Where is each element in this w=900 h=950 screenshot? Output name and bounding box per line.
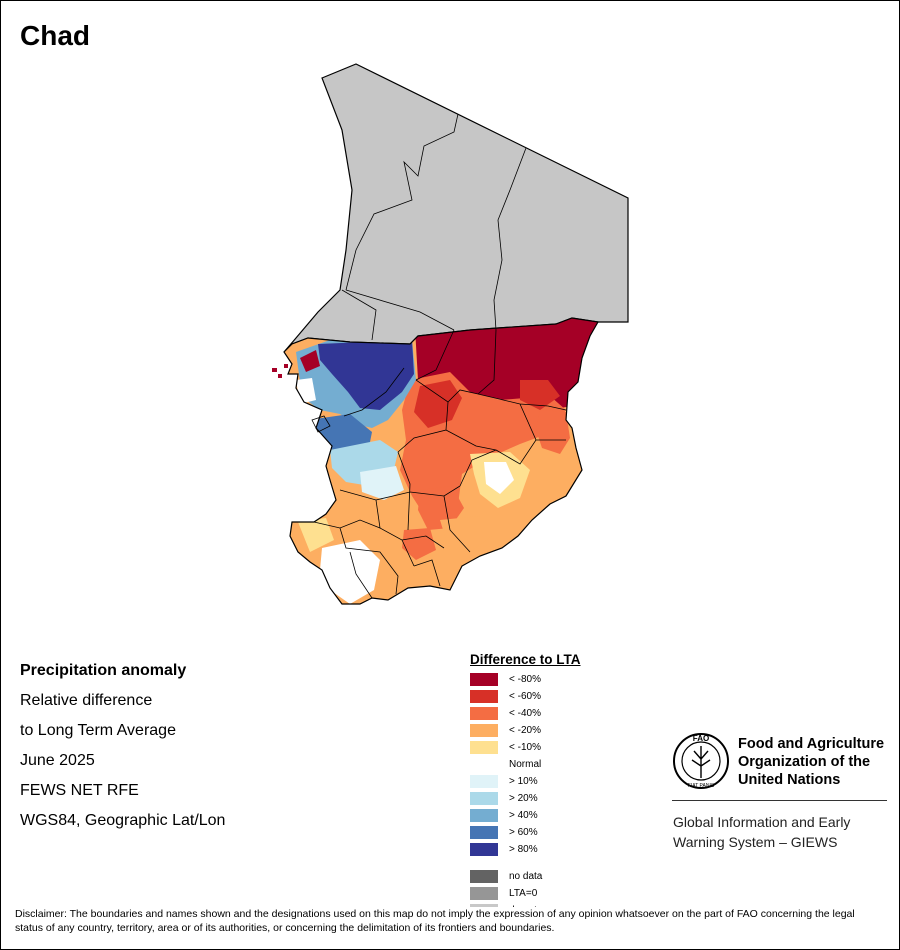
legend-item: > 80% [470, 842, 581, 859]
info-projection: WGS84, Geographic Lat/Lon [20, 812, 226, 829]
legend-label: LTA=0 [509, 888, 538, 899]
giews-line2: Warning System – GIEWS [673, 834, 838, 850]
fao-org-line1: Food and Agriculture [738, 736, 885, 752]
info-line1: Relative difference [20, 692, 153, 709]
legend-swatch [470, 792, 498, 805]
legend-item: < -10% [470, 740, 581, 757]
legend-swatch [470, 809, 498, 822]
legend-item: < -80% [470, 672, 581, 689]
legend-item: LTA=0 [470, 886, 581, 903]
lake-chad-islands [272, 364, 288, 378]
legend-label: no data [509, 871, 543, 882]
legend-label: > 80% [509, 844, 538, 855]
legend-swatch [470, 826, 498, 839]
legend-item: > 10% [470, 774, 581, 791]
legend-label: < -20% [509, 725, 541, 736]
legend-swatch [470, 887, 498, 900]
map-info-block: Precipitation anomaly Relative differenc… [20, 656, 225, 836]
legend-item: > 40% [470, 808, 581, 825]
legend-swatch [470, 741, 498, 754]
info-heading: Precipitation anomaly [20, 662, 187, 679]
map-title: Chad [20, 20, 90, 51]
legend-swatch [470, 673, 498, 686]
info-line2: to Long Term Average [20, 722, 176, 739]
legend-item: < -60% [470, 689, 581, 706]
legend-label: < -80% [509, 674, 541, 685]
legend-item: < -40% [470, 706, 581, 723]
legend-item: > 60% [470, 825, 581, 842]
fao-divider [672, 800, 887, 801]
legend-swatch [470, 870, 498, 883]
desert-region [283, 63, 629, 353]
giews-line1: Global Information and Early [673, 814, 851, 830]
anomaly-region [284, 318, 598, 604]
legend-label: > 40% [509, 810, 538, 821]
legend-item: > 20% [470, 791, 581, 808]
city-district-boundary [311, 415, 331, 433]
legend-item: < -20% [470, 723, 581, 740]
legend-swatch [470, 775, 498, 788]
legend-swatch [470, 843, 498, 856]
country-border-south [283, 317, 599, 605]
info-source: FEWS NET RFE [20, 782, 139, 799]
legend-label: > 10% [509, 776, 538, 787]
legend-label: > 60% [509, 827, 538, 838]
legend-swatch [470, 724, 498, 737]
fao-org-line2: Organization of the [738, 754, 871, 770]
admin-boundaries [313, 113, 567, 599]
legend-label: < -60% [509, 691, 541, 702]
legend-label: < -10% [509, 742, 541, 753]
legend-swatch [470, 690, 498, 703]
legend-swatch [470, 707, 498, 720]
disclaimer-text: Disclaimer: The boundaries and names sho… [15, 907, 885, 935]
map-legend: Difference to LTA < -80% < -60% < -40% < -2… [470, 652, 581, 920]
fao-logo-motto: FIAT PANIS [688, 783, 715, 789]
fao-organization-name: Food and Agriculture Organization of the… [738, 735, 884, 789]
giews-name: Global Information and Early Warning Sys… [673, 812, 850, 852]
fao-logo-letters: FAO [693, 734, 709, 743]
legend-label: Normal [509, 759, 542, 770]
legend-item: no data [470, 869, 581, 886]
legend-label: > 20% [509, 793, 538, 804]
info-period: June 2025 [20, 752, 95, 769]
legend-label: < -40% [509, 708, 541, 719]
legend-title: Difference to LTA [470, 652, 581, 667]
legend-swatch [470, 758, 498, 771]
legend-item: Normal [470, 757, 581, 774]
fao-logo: FAO FIAT PANIS [673, 733, 729, 789]
fao-org-line3: United Nations [738, 772, 841, 788]
